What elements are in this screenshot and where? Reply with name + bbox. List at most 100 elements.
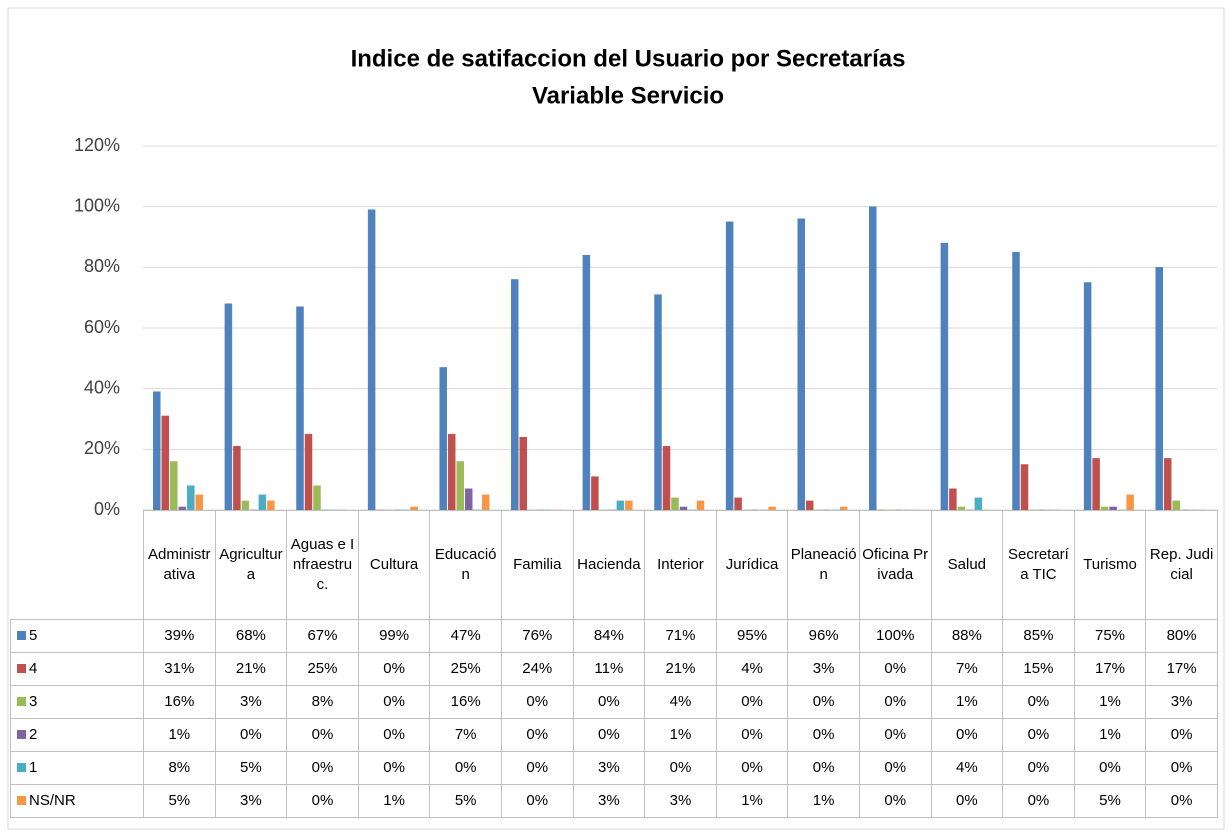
value-label: 0% (930, 784, 1004, 818)
value-label: 0% (1002, 784, 1075, 818)
bar (625, 500, 633, 511)
value-label: 67% (286, 619, 359, 653)
value-label: 7% (429, 718, 502, 752)
category-label: Hacienda (572, 510, 646, 620)
bar (187, 485, 195, 511)
value-label: 0% (1073, 751, 1147, 785)
value-label: 1% (357, 784, 431, 818)
value-label: 8% (143, 751, 216, 785)
value-label: 39% (143, 619, 216, 653)
value-label: 0% (429, 751, 502, 785)
value-label: 0% (500, 784, 574, 818)
value-label: 0% (1002, 751, 1075, 785)
category-label: Administrativa (143, 510, 216, 620)
bar (1083, 282, 1092, 511)
bar (511, 279, 519, 511)
bar (195, 494, 204, 511)
value-label: 0% (500, 751, 574, 785)
value-label: 0% (858, 718, 932, 752)
chart-subtitle: Variable Servicio (532, 82, 724, 109)
bar (805, 500, 814, 511)
value-label: 0% (286, 751, 359, 785)
bar (940, 242, 949, 511)
bar (153, 391, 161, 511)
bar (1163, 458, 1172, 511)
bar (662, 446, 671, 511)
value-label: 0% (1145, 718, 1218, 752)
value-label: 95% (715, 619, 789, 653)
bar (313, 485, 321, 511)
bar (439, 367, 447, 511)
value-label: 21% (214, 652, 288, 686)
bar (464, 488, 473, 511)
category-label: Agricultura (214, 510, 288, 620)
value-label: 3% (1145, 685, 1218, 719)
series-row: 5 39% 68% 67% 99% 47% 76% 84% 71% 95% 96% 100% 88% 85… (10, 619, 1218, 653)
legend-entry: 4 (10, 652, 144, 686)
bar (949, 488, 957, 511)
legend-swatch (17, 763, 26, 772)
value-label: 76% (500, 619, 574, 653)
value-label: 0% (357, 685, 431, 719)
value-label: 17% (1073, 652, 1147, 686)
value-label: 0% (357, 718, 431, 752)
value-label: 0% (286, 718, 359, 752)
value-label: 84% (572, 619, 646, 653)
value-label: 31% (143, 652, 216, 686)
value-label: 0% (787, 685, 860, 719)
value-label: 68% (214, 619, 288, 653)
value-label: 8% (286, 685, 359, 719)
value-label: 0% (858, 784, 932, 818)
value-label: 0% (644, 751, 717, 785)
legend-swatch (17, 631, 26, 640)
legend-label: 1 (29, 759, 38, 776)
legend-entry: NS/NR (10, 784, 144, 818)
value-label: 3% (214, 685, 288, 719)
value-label: 24% (500, 652, 574, 686)
value-label: 1% (715, 784, 789, 818)
value-label: 0% (214, 718, 288, 752)
legend-entry: 5 (10, 619, 144, 653)
value-label: 17% (1145, 652, 1218, 686)
header-row: Administrativa Agricultura Aguas e Infraes… (10, 510, 1218, 620)
value-label: 1% (1073, 685, 1147, 719)
value-label: 0% (858, 652, 932, 686)
value-label: 0% (1002, 685, 1075, 719)
category-label: Planeación (787, 510, 860, 620)
category-label: Salud (930, 510, 1004, 620)
series-row: 2 1% 0% 0% 0% 7% 0% 0% 1% 0% 0% 0% 0% 0% 1% 0% (10, 718, 1218, 752)
legend-label: 2 (29, 726, 38, 743)
value-label: 0% (858, 685, 932, 719)
bar (1012, 251, 1020, 511)
value-label: 0% (286, 784, 359, 818)
value-label: 4% (715, 652, 789, 686)
bar (241, 500, 250, 511)
bar (1172, 500, 1180, 511)
bar (519, 436, 528, 511)
bar (1155, 267, 1163, 511)
value-label: 0% (930, 718, 1004, 752)
bar (974, 497, 983, 511)
value-label: 85% (1002, 619, 1075, 653)
bar (456, 461, 464, 511)
legend-label: 4 (29, 660, 38, 677)
value-label: 15% (1002, 652, 1075, 686)
value-label: 1% (644, 718, 717, 752)
value-label: 0% (500, 718, 574, 752)
value-label: 1% (1073, 718, 1147, 752)
value-label: 4% (930, 751, 1004, 785)
bar (367, 209, 376, 511)
value-label: 0% (1145, 751, 1218, 785)
value-label: 96% (787, 619, 860, 653)
bar (797, 218, 805, 511)
bar (1020, 464, 1029, 511)
value-label: 0% (572, 718, 646, 752)
chart-title: Indice de satifaccion del Usuario por Se… (351, 45, 906, 72)
data-table: Administrativa Agricultura Aguas e Infraes… (10, 510, 1218, 818)
value-label: 0% (787, 718, 860, 752)
value-label: 0% (500, 685, 574, 719)
bar (267, 500, 275, 511)
category-label: Turismo (1073, 510, 1147, 620)
value-label: 0% (787, 751, 860, 785)
category-label: Secretaría TIC (1002, 510, 1075, 620)
